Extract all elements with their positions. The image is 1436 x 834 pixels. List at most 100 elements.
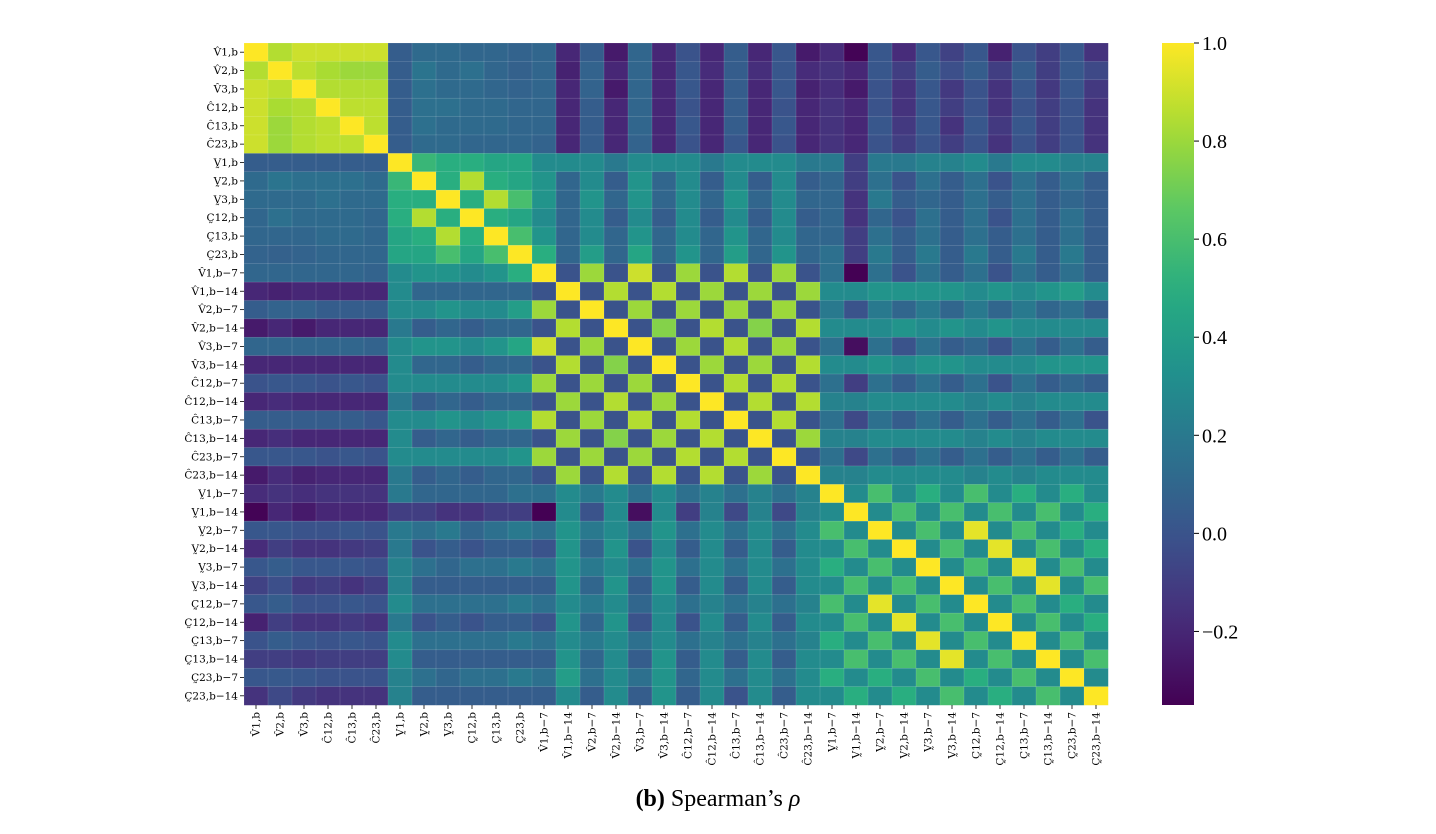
heatmap-cell: [603, 649, 629, 669]
heatmap-cell: [459, 61, 485, 81]
heatmap-cell: [891, 208, 917, 228]
heatmap-cell: [1059, 79, 1085, 99]
heatmap-cell: [1083, 428, 1109, 449]
caption-text: Spearman’s: [670, 786, 783, 812]
heatmap-cell: [723, 576, 749, 596]
heatmap-cell: [699, 428, 725, 449]
heatmap-cell: [963, 667, 989, 688]
heatmap-cell: [387, 189, 413, 210]
row-label: V̰3,b−14: [191, 580, 239, 592]
heatmap-cell: [363, 686, 389, 706]
heatmap-cell: [363, 300, 389, 320]
heatmap-cell: [267, 428, 293, 449]
heatmap-cell: [627, 649, 653, 669]
heatmap-cell: [315, 447, 341, 467]
heatmap-cell: [1083, 557, 1109, 577]
heatmap-cell: [675, 649, 701, 669]
heatmap-cell: [963, 686, 989, 706]
heatmap-cell: [819, 539, 845, 559]
heatmap-cell: [795, 392, 821, 412]
heatmap-cell: [387, 42, 413, 62]
heatmap-cell: [387, 97, 413, 118]
heatmap-cell: [723, 336, 749, 357]
heatmap-cell: [675, 336, 701, 357]
heatmap-cell: [267, 355, 293, 375]
heatmap-cell: [243, 484, 269, 504]
heatmap-cell: [843, 116, 869, 136]
heatmap-cell: [819, 484, 845, 504]
heatmap-cell: [507, 631, 533, 651]
heatmap-cell: [531, 502, 557, 522]
heatmap-cell: [795, 134, 821, 154]
heatmap-cell: [435, 336, 461, 357]
heatmap-cell: [723, 410, 749, 430]
figure-caption: (b) Spearman’s ρ: [0, 786, 1436, 813]
heatmap-cell: [531, 667, 557, 688]
heatmap-cell: [531, 465, 557, 485]
heatmap-cell: [1059, 557, 1085, 577]
heatmap-cell: [363, 447, 389, 467]
heatmap-cell: [555, 631, 581, 651]
heatmap-cell: [603, 208, 629, 228]
heatmap-cell: [747, 189, 773, 210]
heatmap-cell: [1083, 134, 1109, 154]
heatmap-cell: [867, 447, 893, 467]
heatmap-cell: [243, 520, 269, 541]
heatmap-cell: [555, 97, 581, 118]
col-label: Ĉ23,b−7: [777, 712, 791, 759]
heatmap-cell: [411, 520, 437, 541]
col-label: C̰13,b: [491, 712, 503, 744]
heatmap-cell: [987, 355, 1013, 375]
heatmap-cell: [267, 281, 293, 301]
heatmap-cell: [603, 557, 629, 577]
row-label: V̂1,b−14: [191, 285, 239, 298]
heatmap-cell: [603, 686, 629, 706]
heatmap-cell: [963, 465, 989, 485]
heatmap-cell: [339, 79, 365, 99]
heatmap-cell: [1083, 79, 1109, 99]
heatmap-cell: [843, 502, 869, 522]
heatmap-cell: [291, 97, 317, 118]
heatmap-cell: [363, 336, 389, 357]
heatmap-cell: [387, 520, 413, 541]
heatmap-cell: [939, 373, 965, 393]
heatmap-cell: [1083, 594, 1109, 614]
heatmap-cell: [411, 612, 437, 632]
heatmap-cell: [987, 594, 1013, 614]
heatmap-cell: [459, 189, 485, 210]
heatmap-cell: [291, 465, 317, 485]
heatmap-cell: [675, 686, 701, 706]
heatmap-cell: [819, 263, 845, 283]
heatmap-cell: [939, 171, 965, 191]
heatmap-cell: [243, 539, 269, 559]
heatmap-cell: [411, 576, 437, 596]
heatmap-cell: [363, 189, 389, 210]
heatmap-cell: [267, 465, 293, 485]
heatmap-cell: [795, 686, 821, 706]
heatmap-cell: [675, 594, 701, 614]
heatmap-cell: [315, 594, 341, 614]
heatmap-cell: [819, 208, 845, 228]
heatmap-cell: [723, 520, 749, 541]
heatmap-cell: [483, 300, 509, 320]
heatmap-cell: [483, 61, 509, 81]
heatmap-cell: [1083, 484, 1109, 504]
heatmap-cell: [579, 226, 605, 246]
heatmap-cell: [771, 355, 797, 375]
heatmap-cell: [1035, 116, 1061, 136]
heatmap-cell: [963, 116, 989, 136]
heatmap-cell: [291, 373, 317, 393]
heatmap-cell: [651, 189, 677, 210]
heatmap-cell: [555, 226, 581, 246]
heatmap-cell: [387, 502, 413, 522]
heatmap-cell: [747, 134, 773, 154]
col-label: V̰2,b: [419, 712, 431, 738]
heatmap-cell: [339, 61, 365, 81]
heatmap-cell: [1035, 208, 1061, 228]
heatmap-cell: [291, 245, 317, 265]
heatmap-cell: [387, 539, 413, 559]
heatmap-cell: [963, 502, 989, 522]
heatmap-cell: [699, 134, 725, 154]
heatmap-cell: [291, 336, 317, 357]
heatmap-cell: [915, 594, 941, 614]
